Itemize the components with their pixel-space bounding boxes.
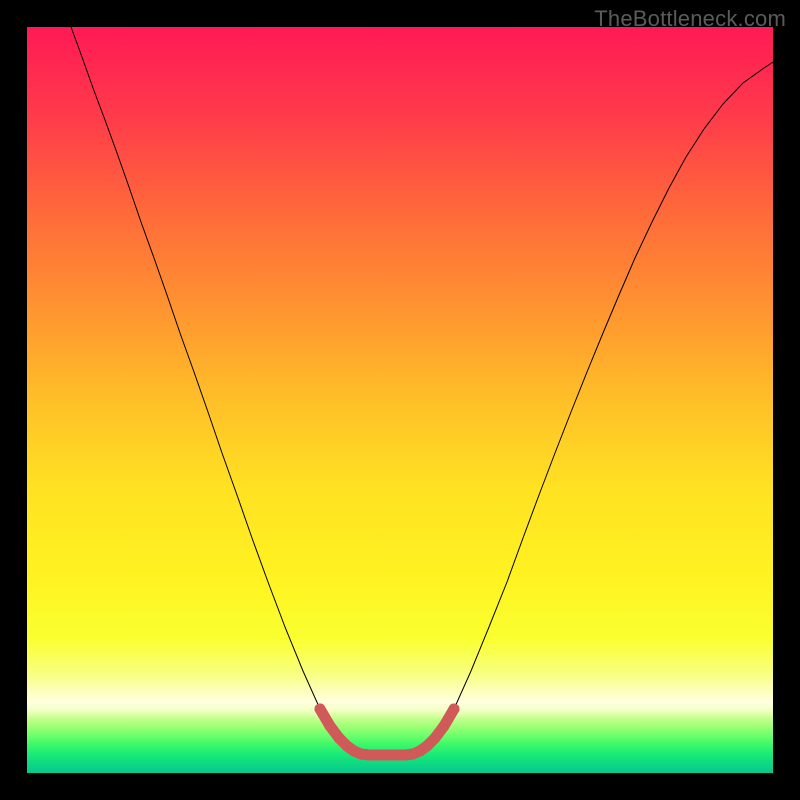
highlight-dot xyxy=(449,704,460,715)
highlight-dot xyxy=(422,741,433,752)
plot-svg xyxy=(27,27,773,773)
highlight-dot xyxy=(439,721,450,732)
gradient-background xyxy=(27,27,773,773)
watermark-text: TheBottleneck.com xyxy=(594,6,786,32)
highlight-dot xyxy=(364,750,375,761)
highlight-dot xyxy=(430,733,441,744)
chart-frame: TheBottleneck.com xyxy=(0,0,800,800)
highlight-dot xyxy=(334,733,345,744)
highlight-dot xyxy=(315,704,326,715)
plot-area xyxy=(27,27,773,773)
highlight-dot xyxy=(325,721,336,732)
